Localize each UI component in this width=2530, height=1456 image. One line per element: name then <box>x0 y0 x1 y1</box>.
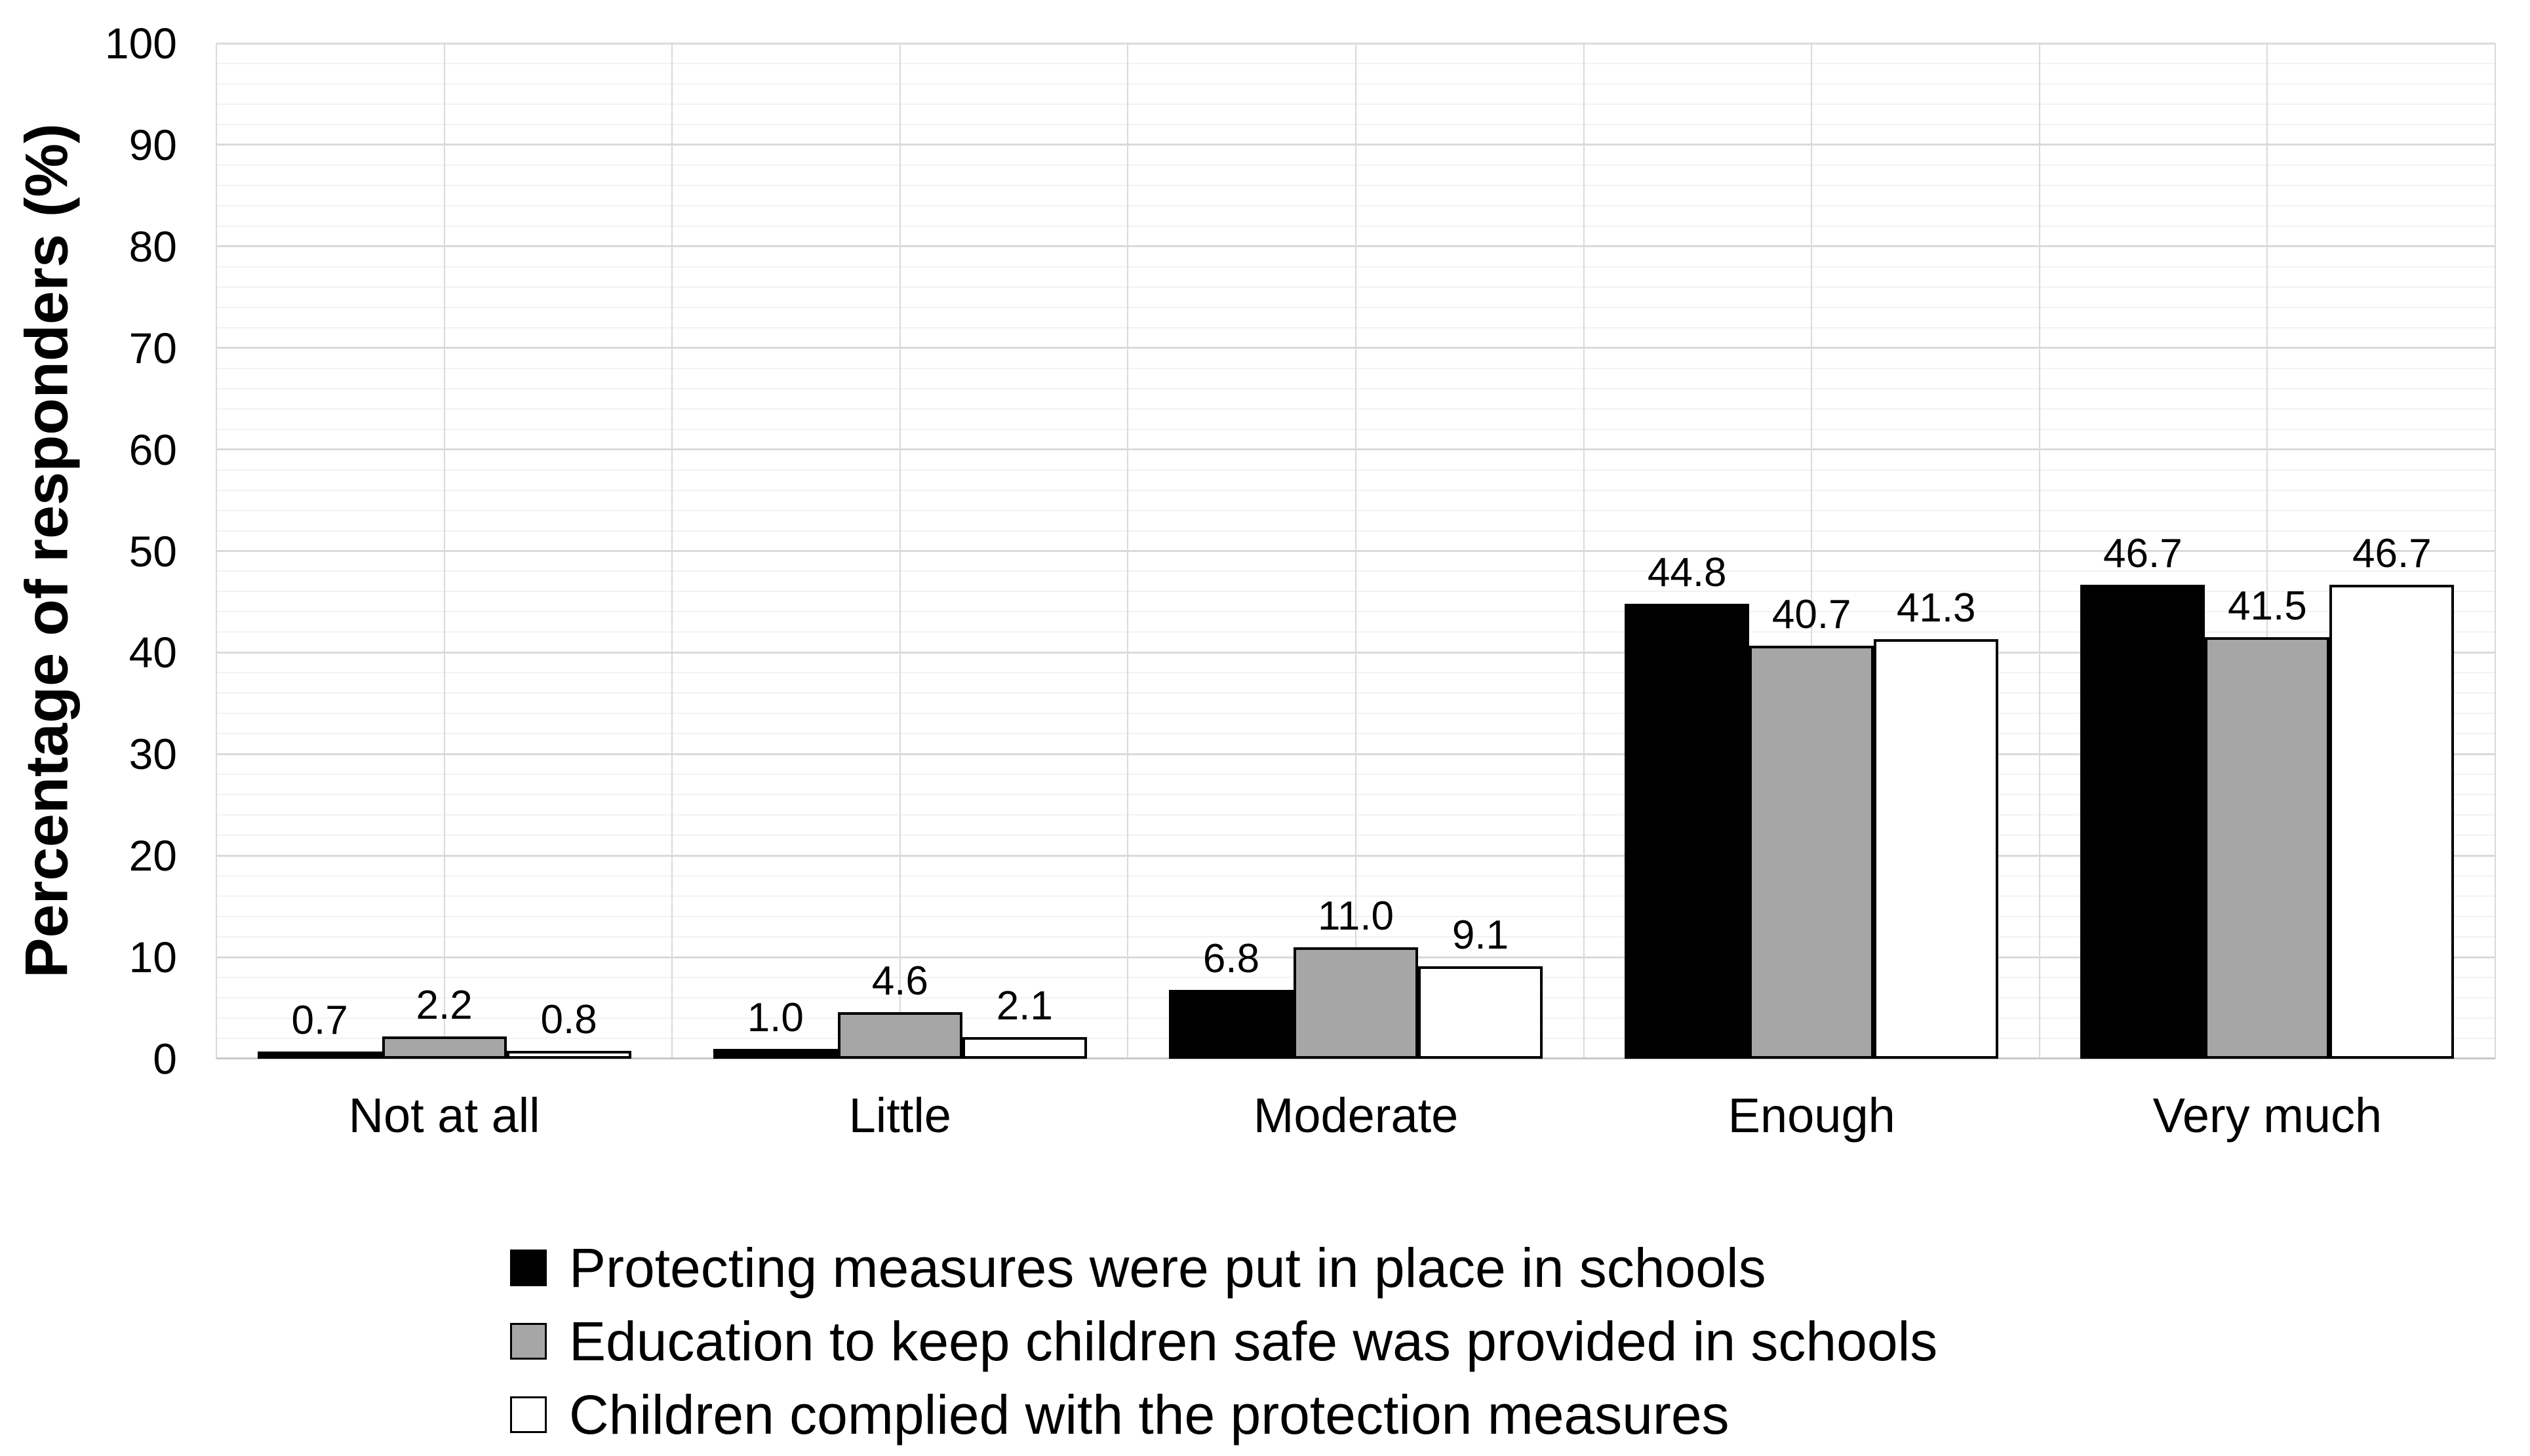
gridline-vertical <box>1583 43 1585 1059</box>
gridline-vertical <box>2266 43 2268 1059</box>
legend-label: Education to keep children safe was prov… <box>569 1310 1938 1372</box>
legend-marker <box>510 1323 547 1360</box>
bar <box>506 1050 631 1059</box>
gridline-vertical <box>1811 43 1813 1059</box>
y-axis-tick-label: 50 <box>128 526 177 576</box>
y-axis-tick-label: 20 <box>128 831 177 880</box>
bar-value-label: 44.8 <box>1647 550 1727 596</box>
y-axis-tick-label: 40 <box>128 628 177 677</box>
legend: Protecting measures were put in place in… <box>510 1231 1937 1451</box>
y-axis-tick-label: 100 <box>104 19 177 68</box>
bar-value-label: 0.7 <box>291 998 348 1044</box>
legend-label: Protecting measures were put in place in… <box>569 1237 1766 1299</box>
bar-value-label: 46.7 <box>2352 530 2432 576</box>
x-axis-category-label: Moderate <box>1253 1088 1459 1143</box>
bar <box>2205 637 2330 1059</box>
bar-value-label: 6.8 <box>1202 935 1260 981</box>
gridline-vertical <box>2038 43 2040 1059</box>
bar-value-label: 0.8 <box>540 996 597 1042</box>
y-axis-tick-label: 80 <box>128 222 177 271</box>
x-axis-category-label: Enough <box>1728 1088 1895 1143</box>
y-axis-tick-label: 30 <box>128 730 177 779</box>
bar <box>2329 584 2455 1059</box>
bar <box>382 1036 507 1059</box>
bar-value-label: 46.7 <box>2103 530 2183 576</box>
x-axis-category-label: Little <box>848 1088 951 1143</box>
gridline-vertical <box>1127 43 1129 1059</box>
legend-marker <box>510 1249 547 1286</box>
legend-marker <box>510 1396 547 1433</box>
y-axis-tick-label: 70 <box>128 323 177 372</box>
bar-value-label: 1.0 <box>747 994 804 1040</box>
y-axis-tick-label: 10 <box>128 933 177 982</box>
y-axis-tick-label: 90 <box>128 120 177 169</box>
plot-area: 0.7 2.2 0.8 1.0 4.6 2.1 6.8 11.0 9.1 44.8 40.7 41.3… <box>216 42 2496 1059</box>
bar <box>1874 639 1999 1059</box>
bar <box>1418 966 1543 1059</box>
gridline-vertical <box>216 43 217 1059</box>
gridline-vertical <box>2495 43 2496 1059</box>
bar <box>1749 645 1874 1059</box>
legend-label: Children complied with the protection me… <box>569 1384 1729 1446</box>
bar-value-label: 2.1 <box>996 983 1053 1029</box>
legend-item: Education to keep children safe was prov… <box>510 1305 1937 1378</box>
bar-value-label: 41.5 <box>2228 583 2307 629</box>
bar <box>962 1037 1087 1059</box>
bar-value-label: 11.0 <box>1317 893 1394 939</box>
gridline-vertical <box>443 43 445 1059</box>
bar-value-label: 2.2 <box>416 982 473 1028</box>
gridline-vertical <box>1355 43 1356 1059</box>
gridline-vertical <box>671 43 673 1059</box>
bar-value-label: 4.6 <box>871 958 928 1004</box>
y-axis-tick-label: 0 <box>153 1034 177 1083</box>
bar <box>1625 604 1750 1059</box>
bar <box>2080 584 2205 1059</box>
bar-value-label: 9.1 <box>1452 913 1509 958</box>
gridline-vertical <box>899 43 901 1059</box>
bar <box>713 1048 838 1059</box>
bar <box>1169 989 1294 1059</box>
bar <box>1294 947 1418 1059</box>
y-axis-tick-label: 60 <box>128 425 177 474</box>
bar <box>257 1052 382 1059</box>
x-axis-category-label: Very much <box>2152 1088 2382 1143</box>
legend-item: Protecting measures were put in place in… <box>510 1231 1937 1305</box>
bar-value-label: 40.7 <box>1771 591 1851 637</box>
legend-item: Children complied with the protection me… <box>510 1378 1937 1451</box>
bar-value-label: 41.3 <box>1896 585 1976 631</box>
bar <box>837 1012 962 1059</box>
x-axis-category-label: Not at all <box>348 1088 540 1143</box>
